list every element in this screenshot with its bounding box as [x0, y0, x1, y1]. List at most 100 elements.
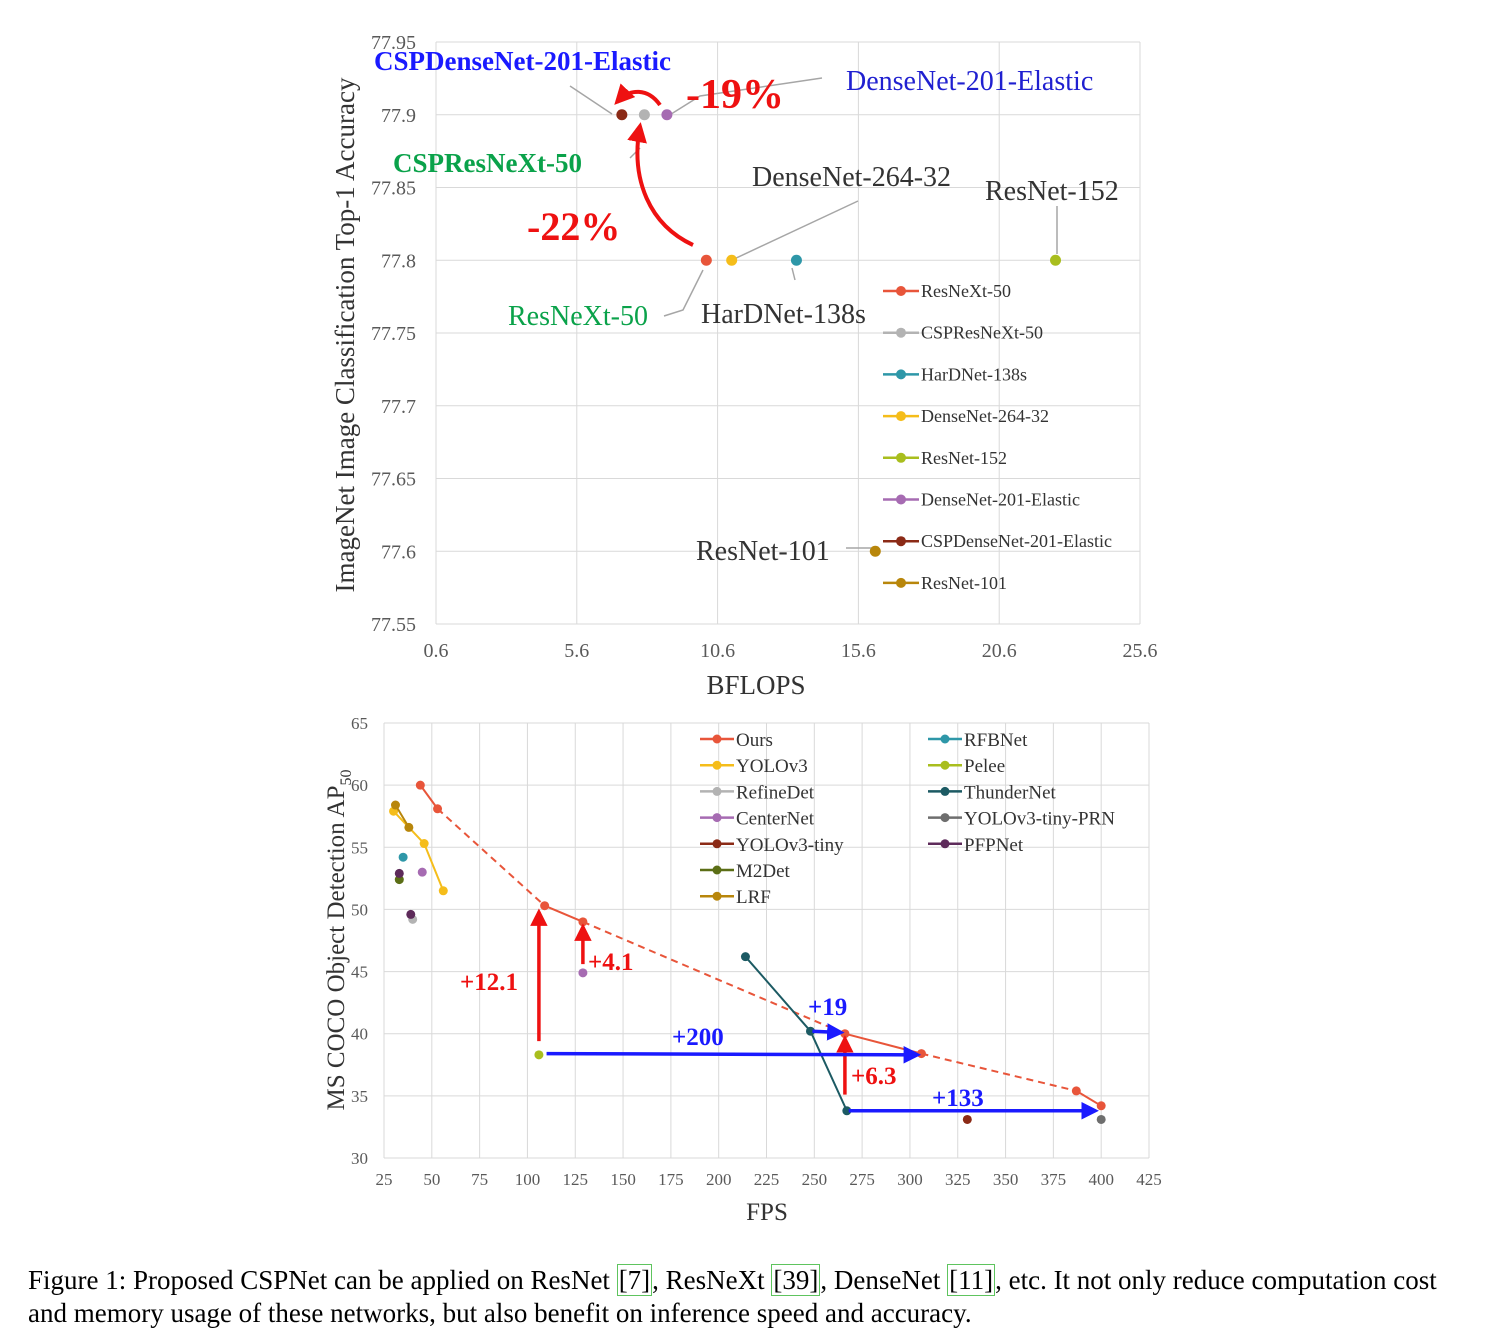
- x-tick-label: 250: [802, 1170, 828, 1189]
- data-point-ours: [415, 780, 425, 790]
- data-point-hardnet-138s: [790, 254, 802, 266]
- citation-link-11[interactable]: [11]: [947, 1264, 996, 1296]
- caption-suffix: , etc. It not only reduce computation co…: [28, 1265, 1437, 1328]
- x-tick-label: 325: [945, 1170, 971, 1189]
- legend-label-hardnet-138s: HarDNet-138s: [921, 364, 1027, 384]
- data-point-ours: [840, 1029, 850, 1039]
- legend-label-yolov3-tiny: YOLOv3-tiny: [736, 835, 844, 856]
- data-point-ours: [578, 917, 588, 927]
- caption-mid1: , ResNeXt: [652, 1265, 772, 1295]
- series-line-ours: [436, 808, 546, 907]
- legend-label-ours: Ours: [736, 730, 773, 751]
- legend-marker-resnet-101: [896, 577, 906, 588]
- annotation-hardnet-138s: HarDNet-138s: [701, 299, 866, 330]
- x-tick-label: 25: [376, 1170, 393, 1189]
- annotation-leader-line: [569, 85, 613, 115]
- citation-link-39[interactable]: [39]: [771, 1264, 821, 1296]
- y-tick-label: 50: [351, 900, 368, 919]
- fps-ap-chart: 30 35 40 45 50 55 60 65 25 50 75 100 125 150 175 200 225…: [323, 714, 1162, 1226]
- x-axis-title: BFLOPS: [706, 670, 805, 700]
- caption-prefix: Figure 1: Proposed CSPNet can be applied…: [28, 1265, 617, 1295]
- x-tick-label: 125: [563, 1170, 589, 1189]
- annotation-4-1: +4.1: [588, 949, 634, 976]
- x-tick-label: 15.6: [841, 640, 876, 662]
- annotation-22: -22%: [527, 204, 620, 249]
- speedup-arrow-19: [812, 1023, 845, 1041]
- y-tick-label: 35: [351, 1087, 368, 1106]
- x-tick-label: 375: [1041, 1170, 1067, 1189]
- x-tick-label: 5.6: [564, 640, 589, 662]
- x-tick-label: 425: [1136, 1170, 1162, 1189]
- legend-marker-thundernet: [940, 786, 950, 796]
- x-tick-label: 20.6: [982, 640, 1017, 662]
- data-point-thundernet: [805, 1026, 815, 1036]
- legend-marker-refinedet: [712, 786, 722, 796]
- annotation-6-3: +6.3: [851, 1063, 897, 1090]
- data-point-pfpnet: [406, 909, 416, 919]
- annotation-leader-line: [667, 77, 823, 117]
- y-tick-label: 77.9: [381, 105, 416, 127]
- annotation-19: +19: [808, 994, 847, 1021]
- legend-marker-ours: [712, 734, 722, 744]
- y-tick-label: 30: [351, 1149, 368, 1168]
- series-line-ours: [921, 1052, 1077, 1092]
- legend-label-refinedet: RefineDet: [736, 782, 815, 803]
- legend-marker-yolov3-tiny-prn: [940, 813, 950, 823]
- series-line-ours: [419, 784, 439, 810]
- legend-label-resnext-50: ResNeXt-50: [921, 281, 1011, 301]
- data-point-resnet-152: [1050, 254, 1062, 266]
- y-tick-label: 77.6: [381, 541, 416, 563]
- y-tick-label: 60: [351, 776, 368, 795]
- data-point-m2det: [394, 875, 404, 885]
- y-tick-label: 77.7: [381, 396, 416, 418]
- data-point-yolov3-tiny-prn: [1096, 1114, 1106, 1124]
- annotation-densenet-264-32: DenseNet-264-32: [752, 162, 951, 193]
- annotation-cspdensenet-201-elastic: CSPDenseNet-201-Elastic: [374, 46, 671, 76]
- y-tick-label: 45: [351, 963, 368, 982]
- annotation-densenet-201-elastic: DenseNet-201-Elastic: [846, 66, 1093, 97]
- legend-marker-lrf: [712, 891, 722, 901]
- data-point-lrf: [390, 800, 400, 810]
- x-tick-label: 10.6: [700, 640, 735, 662]
- data-point-thundernet: [740, 952, 750, 962]
- x-tick-label: 275: [849, 1170, 875, 1189]
- legend-marker-m2det: [712, 865, 722, 875]
- x-tick-label: 350: [993, 1170, 1019, 1189]
- x-tick-label: 300: [897, 1170, 923, 1189]
- y-tick-label: 77.75: [371, 323, 416, 345]
- y-axis-title-subscript: 50: [338, 770, 355, 786]
- legend-marker-cspresnext-50: [896, 327, 906, 338]
- data-point-resnet-101: [869, 545, 881, 557]
- x-tick-label: 200: [706, 1170, 732, 1189]
- data-point-ours: [433, 804, 443, 814]
- y-tick-label: 77.95: [371, 32, 416, 54]
- legend-label-cspresnext-50: CSPResNeXt-50: [921, 323, 1043, 343]
- y-tick-label: 77.55: [371, 614, 416, 636]
- legend-marker-pfpnet: [940, 839, 950, 849]
- annotation-200: +200: [672, 1024, 724, 1051]
- annotation-leader-line: [663, 269, 704, 317]
- legend-marker-resnext-50: [896, 286, 906, 296]
- legend-label-densenet-264-32: DenseNet-264-32: [921, 406, 1049, 426]
- data-point-rfbnet: [398, 852, 408, 862]
- reduction-arrow-19: [614, 83, 662, 107]
- y-tick-label: 77.65: [371, 469, 416, 491]
- x-tick-label: 0.6: [424, 640, 449, 662]
- data-point-cspresnext-50: [638, 109, 650, 121]
- citation-link-7[interactable]: [7]: [616, 1264, 653, 1296]
- legend-label-centernet: CenterNet: [736, 809, 815, 830]
- annotation-resnext-50: ResNeXt-50: [508, 301, 648, 332]
- x-axis-title: FPS: [746, 1199, 788, 1226]
- x-tick-label: 75: [471, 1170, 488, 1189]
- legend-marker-densenet-201-elastic: [896, 494, 906, 505]
- data-point-yolov3: [438, 886, 448, 896]
- data-point-centernet: [578, 968, 588, 978]
- x-tick-label: 225: [754, 1170, 780, 1189]
- data-point-pfpnet: [394, 868, 404, 878]
- x-tick-label: 175: [658, 1170, 684, 1189]
- legend-label-resnet-152: ResNet-152: [921, 448, 1007, 468]
- figure-caption: Figure 1: Proposed CSPNet can be applied…: [28, 1264, 1478, 1330]
- x-tick-label: 25.6: [1123, 640, 1158, 662]
- y-tick-label: 55: [351, 838, 368, 857]
- legend-marker-yolov3: [712, 760, 722, 770]
